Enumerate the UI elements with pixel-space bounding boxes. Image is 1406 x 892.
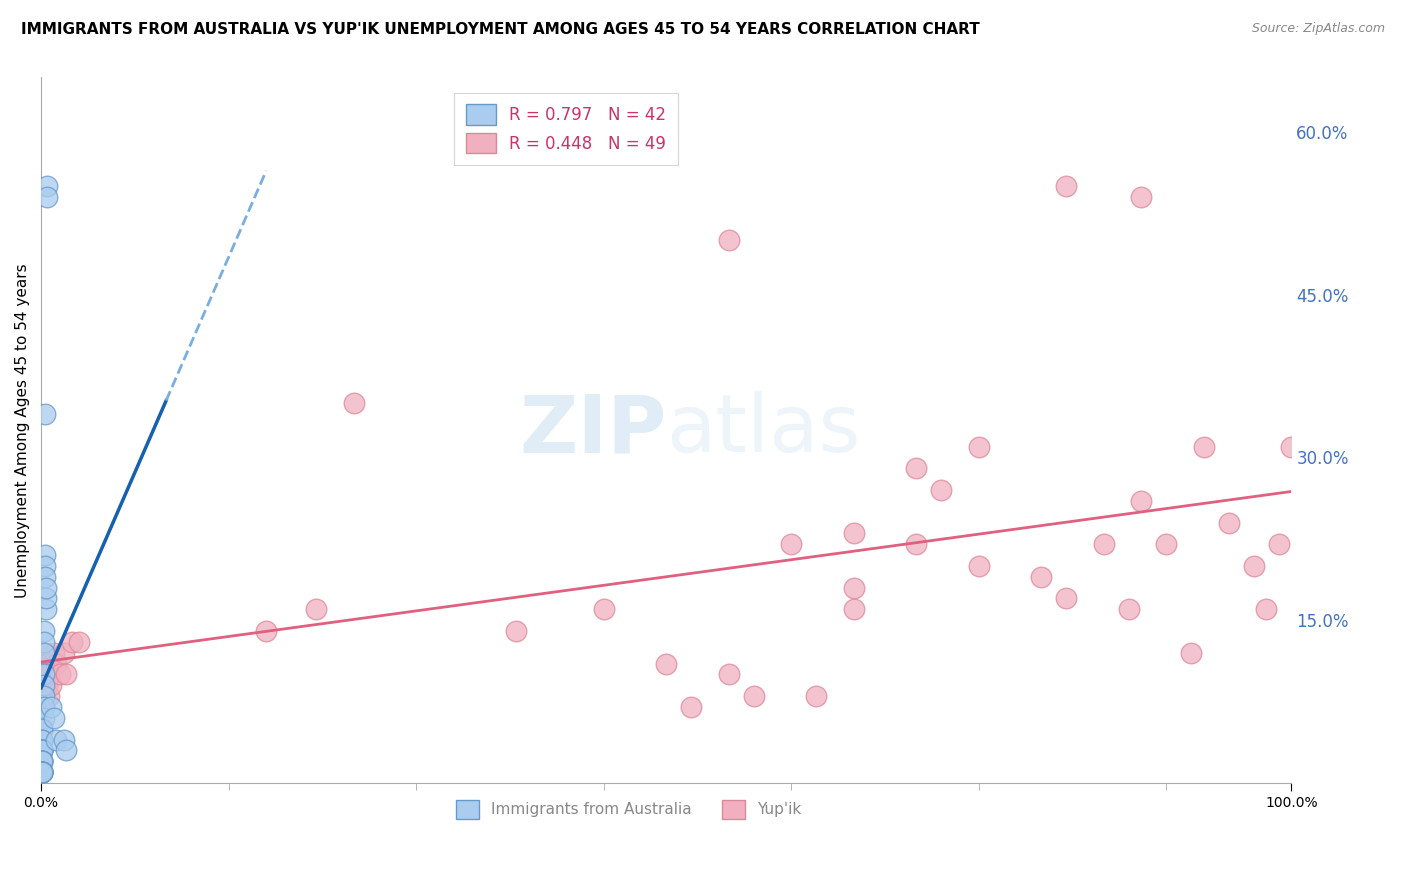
Point [37, 678, 59, 692]
Point [45, 657, 67, 671]
Point [1243, 558, 1265, 573]
Point [32, 667, 55, 681]
Point [967, 440, 990, 454]
Point [31, 722, 53, 736]
Text: ZIP: ZIP [519, 392, 666, 469]
Point [717, 233, 740, 247]
Point [34, 548, 56, 562]
Point [31, 743, 53, 757]
Point [32, 700, 55, 714]
Point [49, 667, 72, 681]
Point [38, 667, 60, 681]
Legend: Immigrants from Australia, Yup'ik: Immigrants from Australia, Yup'ik [450, 794, 807, 825]
Point [1118, 602, 1140, 616]
Point [31, 765, 53, 780]
Point [742, 689, 765, 703]
Text: atlas: atlas [666, 392, 860, 469]
Point [1218, 516, 1240, 530]
Point [42, 711, 65, 725]
Point [717, 667, 740, 681]
Point [31, 732, 53, 747]
Point [655, 657, 678, 671]
Point [35, 602, 58, 616]
Point [842, 581, 865, 595]
Point [34, 570, 56, 584]
Point [1256, 602, 1278, 616]
Point [31, 755, 53, 769]
Point [1054, 179, 1077, 194]
Point [31, 743, 53, 757]
Point [967, 558, 990, 573]
Point [31, 743, 53, 757]
Point [1180, 646, 1202, 660]
Point [32, 678, 55, 692]
Point [343, 396, 366, 410]
Point [1268, 537, 1291, 551]
Point [39, 700, 62, 714]
Point [31, 755, 53, 769]
Point [842, 602, 865, 616]
Point [31, 765, 53, 780]
Point [67, 635, 90, 649]
Point [31, 755, 53, 769]
Point [32, 646, 55, 660]
Point [31, 732, 53, 747]
Point [60, 635, 83, 649]
Point [32, 689, 55, 703]
Point [780, 537, 803, 551]
Point [32, 635, 55, 649]
Point [305, 602, 328, 616]
Point [31, 743, 53, 757]
Point [31, 755, 53, 769]
Point [42, 646, 65, 660]
Point [35, 657, 58, 671]
Point [905, 461, 928, 475]
Point [32, 624, 55, 638]
Point [34, 407, 56, 421]
Point [31, 765, 53, 780]
Point [1054, 591, 1077, 606]
Point [31, 722, 53, 736]
Point [1156, 537, 1178, 551]
Point [39, 678, 62, 692]
Point [31, 765, 53, 780]
Point [31, 765, 53, 780]
Text: IMMIGRANTS FROM AUSTRALIA VS YUP'IK UNEMPLOYMENT AMONG AGES 45 TO 54 YEARS CORRE: IMMIGRANTS FROM AUSTRALIA VS YUP'IK UNEM… [21, 22, 980, 37]
Point [1192, 440, 1215, 454]
Point [34, 646, 56, 660]
Point [1031, 570, 1053, 584]
Point [37, 179, 59, 194]
Point [52, 732, 75, 747]
Point [35, 591, 58, 606]
Point [31, 765, 53, 780]
Point [37, 190, 59, 204]
Point [1130, 190, 1153, 204]
Point [1281, 440, 1303, 454]
Point [31, 743, 53, 757]
Point [254, 624, 277, 638]
Point [32, 667, 55, 681]
Point [35, 581, 58, 595]
Point [34, 558, 56, 573]
Text: Source: ZipAtlas.com: Source: ZipAtlas.com [1251, 22, 1385, 36]
Point [55, 667, 77, 681]
Point [842, 526, 865, 541]
Point [1130, 493, 1153, 508]
Point [31, 765, 53, 780]
Point [592, 602, 614, 616]
Point [681, 700, 703, 714]
Y-axis label: Unemployment Among Ages 45 to 54 years: Unemployment Among Ages 45 to 54 years [15, 263, 30, 598]
Point [32, 711, 55, 725]
Point [55, 743, 77, 757]
Point [1092, 537, 1115, 551]
Point [806, 689, 828, 703]
Point [52, 646, 75, 660]
Point [905, 537, 928, 551]
Point [38, 689, 60, 703]
Point [505, 624, 527, 638]
Point [931, 483, 953, 497]
Point [45, 732, 67, 747]
